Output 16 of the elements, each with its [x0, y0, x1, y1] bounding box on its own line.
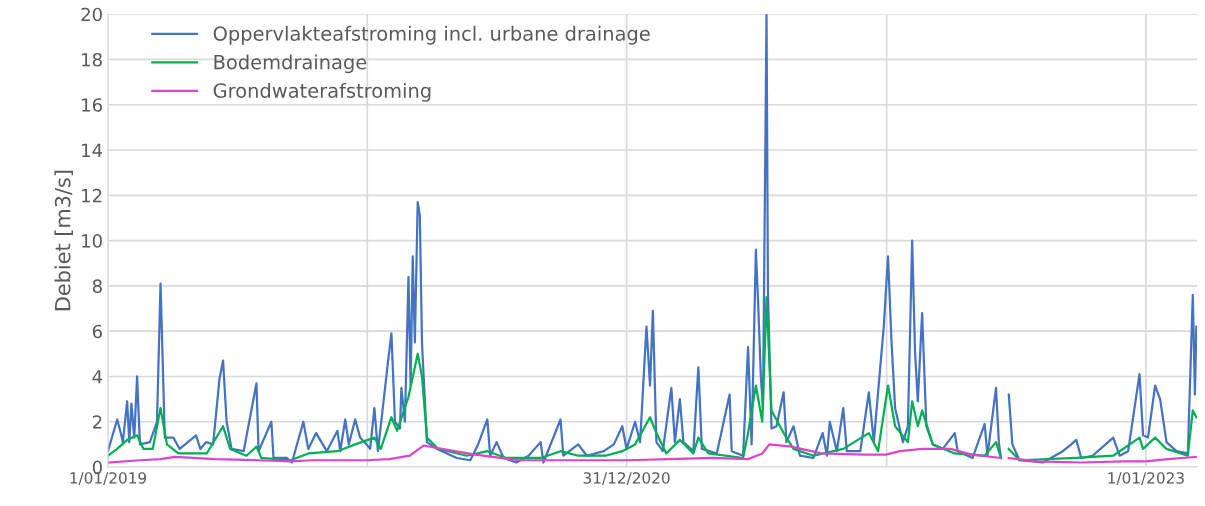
y-axis-title: Debiet [m3/s]	[54, 170, 73, 311]
y-tick-label: 14	[82, 143, 103, 157]
legend-label: Grondwaterafstroming	[213, 82, 431, 102]
y-tick-label: 6	[92, 324, 102, 339]
y-tick-label: 2	[92, 415, 102, 429]
y-tick-label: 16	[82, 98, 102, 112]
legend-label: Oppervlakteafstroming incl. urbane drainage	[213, 25, 650, 45]
y-tick-label: 4	[92, 370, 103, 384]
y-tick-label: 18	[82, 52, 102, 67]
x-tick-label: 1/01/2023	[1108, 472, 1184, 485]
y-tick-label: 8	[92, 279, 102, 294]
legend-label: Bodemdrainage	[214, 54, 367, 74]
y-tick-label: 10	[82, 234, 102, 248]
y-tick-label: 12	[82, 188, 102, 203]
x-tick-label: 31/12/2020	[583, 472, 670, 485]
y-tick-label: 20	[81, 7, 102, 22]
